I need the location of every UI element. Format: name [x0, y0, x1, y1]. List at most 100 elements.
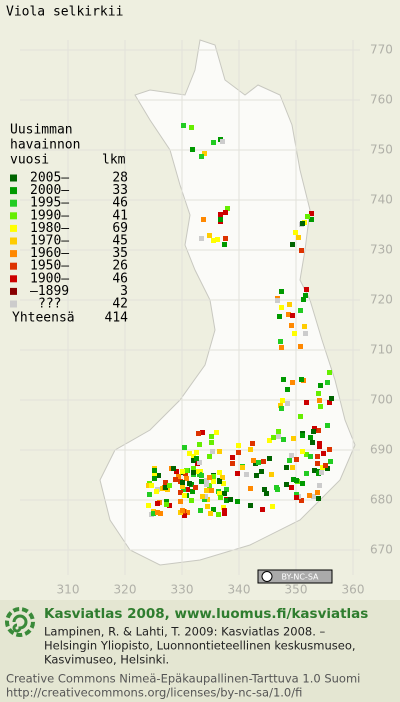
occurrence-square: [318, 404, 323, 409]
occurrence-square: [294, 495, 299, 500]
occurrence-square: [289, 485, 294, 490]
occurrence-square: [155, 501, 160, 506]
occurrence-square: [317, 398, 322, 403]
axis-labels: 770 760 750 740 730 720 710 700 690 680 670 310 320 3…: [57, 43, 393, 597]
occurrence-square: [312, 426, 317, 431]
occurrence-square: [181, 123, 186, 128]
occurrence-square: [281, 377, 286, 382]
occurrence-square: [158, 511, 163, 516]
occurrence-square: [253, 461, 258, 466]
occurrence-square: [291, 477, 296, 482]
occurrence-square: [279, 345, 284, 350]
y-axis-label: 770: [370, 43, 393, 57]
occurrence-square: [174, 469, 179, 474]
occurrence-square: [197, 460, 202, 465]
occurrence-square: [285, 387, 290, 392]
occurrence-square: [287, 458, 292, 463]
occurrence-square: [214, 430, 219, 435]
legend-count: 42: [112, 297, 128, 312]
occurrence-square: [222, 242, 227, 247]
occurrence-square: [147, 492, 152, 497]
occurrence-square: [298, 414, 303, 419]
occurrence-square: [308, 454, 313, 459]
occurrence-square: [303, 331, 308, 336]
occurrence-square: [285, 401, 290, 406]
badge-text: BY-NC-SA: [281, 573, 319, 582]
occurrence-square: [317, 444, 322, 449]
occurrence-square: [276, 434, 281, 439]
y-axis-label: 730: [370, 243, 393, 257]
occurrence-square: [270, 504, 275, 509]
occurrence-square: [250, 441, 255, 446]
occurrence-square: [194, 450, 199, 455]
occurrence-square: [327, 370, 332, 375]
occurrence-square: [302, 324, 307, 329]
legend-label: ???: [38, 297, 61, 312]
occurrence-square: [204, 478, 209, 483]
logo-spiral: [12, 614, 28, 633]
occurrence-square: [207, 454, 212, 459]
occurrence-square: [211, 238, 216, 243]
occurrence-square: [209, 440, 214, 445]
occurrence-square: [293, 230, 298, 235]
occurrence-square: [205, 504, 210, 509]
occurrence-square: [199, 473, 204, 478]
legend-swatch: [10, 199, 17, 207]
occurrence-square: [199, 479, 204, 484]
legend-swatch: [10, 275, 17, 283]
grid: [20, 40, 360, 575]
occurrence-square: [223, 236, 228, 241]
occurrence-square: [320, 465, 325, 470]
occurrence-square: [184, 468, 189, 473]
occurrence-square: [180, 480, 185, 485]
occurrence-square: [276, 429, 281, 434]
occurrence-square: [222, 508, 227, 513]
occurrence-square: [303, 293, 308, 298]
occurrence-square: [217, 470, 222, 475]
occurrence-square: [182, 513, 187, 518]
legend-count-heading: lkm: [102, 153, 126, 168]
occurrence-square: [299, 248, 304, 253]
occurrence-square: [301, 297, 306, 302]
occurrence-square: [207, 475, 212, 480]
occurrence-square: [315, 490, 320, 495]
y-axis-label: 720: [370, 293, 393, 307]
occurrence-square: [304, 452, 309, 457]
occurrence-square: [211, 479, 216, 484]
legend-label: 1900–: [30, 271, 69, 286]
occurrence-square: [191, 458, 196, 463]
citation-line: Kasvimuseo, Helsinki.: [44, 653, 169, 667]
x-axis-label: 350: [285, 583, 308, 597]
legend-count: 35: [112, 246, 128, 261]
occurrence-square: [275, 298, 280, 303]
occurrence-square: [193, 485, 198, 490]
occurrence-square: [290, 313, 295, 318]
occurrence-square: [217, 491, 222, 496]
legend-swatch: [10, 262, 17, 270]
occurrence-square: [190, 147, 195, 152]
occurrence-square: [294, 478, 299, 483]
legend-swatch: [10, 174, 17, 182]
occurrence-square: [317, 441, 322, 446]
occurrence-square: [236, 443, 241, 448]
occurrence-square: [248, 503, 253, 508]
occurrence-square: [311, 494, 316, 499]
occurrence-square: [289, 453, 294, 458]
occurrence-square: [197, 442, 202, 447]
occurrence-square: [296, 235, 301, 240]
occurrence-square: [149, 483, 154, 488]
occurrence-square: [187, 451, 192, 456]
occurrence-square: [151, 511, 156, 516]
badge-box: [257, 569, 333, 584]
occurrence-square: [260, 507, 265, 512]
occurrence-square: [290, 465, 295, 470]
legend-swatch: [10, 224, 17, 232]
occurrence-square: [279, 289, 284, 294]
x-axis-label: 310: [57, 583, 80, 597]
occurrence-square: [203, 494, 208, 499]
occurrence-square: [204, 488, 209, 493]
y-axis-label: 690: [370, 443, 393, 457]
y-axis-label: 680: [370, 493, 393, 507]
occurrence-square: [222, 491, 227, 496]
